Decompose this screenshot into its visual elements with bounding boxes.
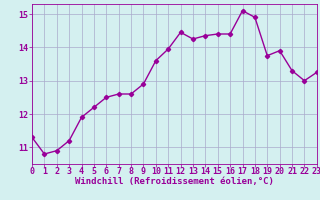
X-axis label: Windchill (Refroidissement éolien,°C): Windchill (Refroidissement éolien,°C) bbox=[75, 177, 274, 186]
